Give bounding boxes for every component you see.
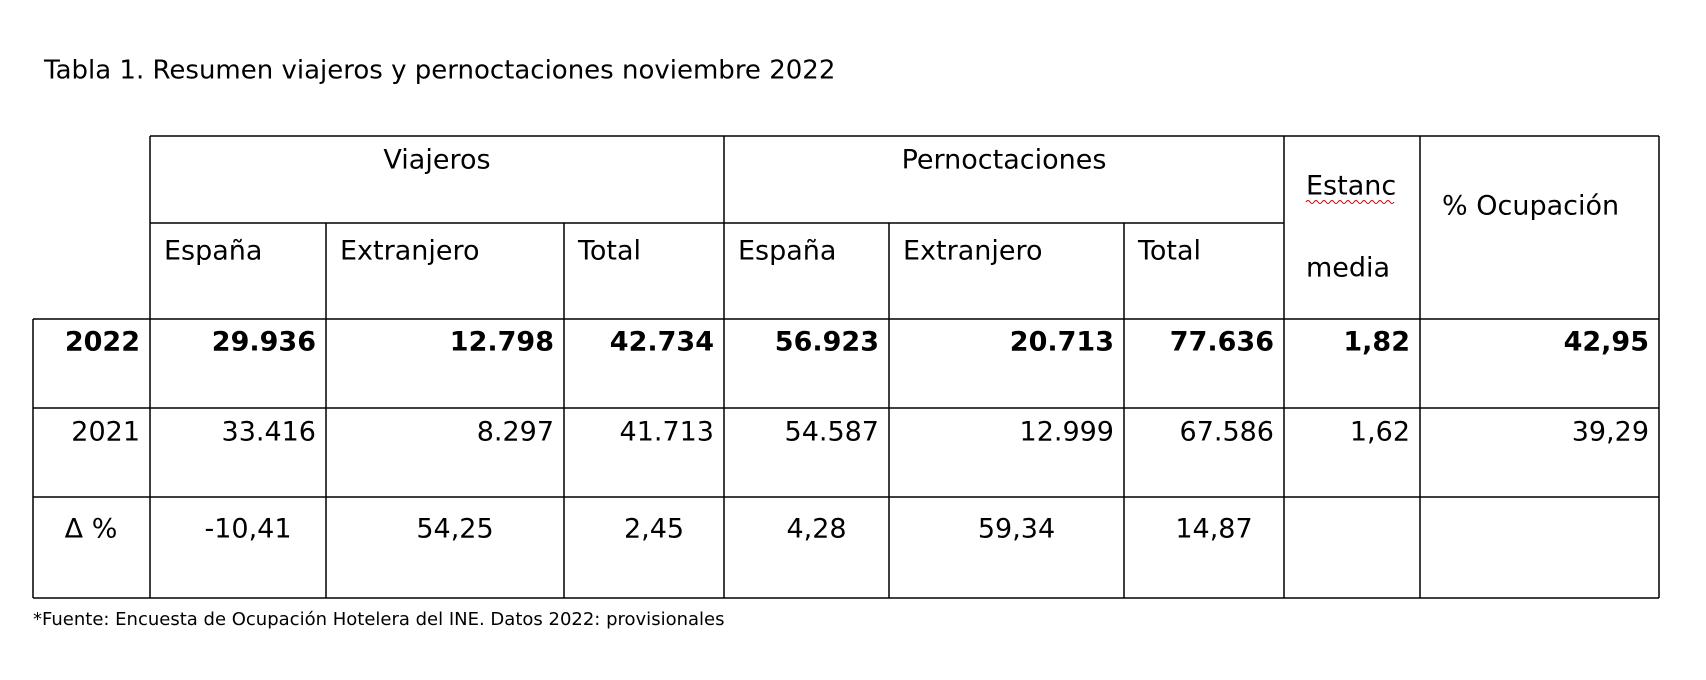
table-cell: 54.587 [785, 417, 879, 448]
table-cell: 14,87 [1175, 514, 1252, 545]
table-cell: 59,34 [978, 514, 1055, 545]
table-cell: -10,41 [204, 514, 291, 545]
table-cell: 67.586 [1180, 417, 1274, 448]
column-header: Total [1137, 236, 1201, 267]
group-header: Viajeros [383, 145, 490, 176]
column-header: Estanc [1306, 171, 1396, 202]
column-header: Total [577, 236, 641, 267]
table-cell: 39,29 [1572, 417, 1649, 448]
table-cell: 33.416 [222, 417, 316, 448]
table-cell: 1,82 [1343, 327, 1410, 358]
row-header: Δ % [65, 514, 118, 545]
table-cell: 12.999 [1020, 417, 1114, 448]
column-header: % Ocupación [1442, 191, 1619, 222]
table-cell: 20.713 [1010, 327, 1114, 358]
table-cell: 4,28 [786, 514, 846, 545]
table-cell: 29.936 [212, 327, 316, 358]
group-header: Pernoctaciones [902, 145, 1107, 176]
table-cell: 12.798 [450, 327, 554, 358]
table-cell: 2,45 [624, 514, 684, 545]
table-grid [32, 135, 1660, 599]
column-header: Extranjero [903, 236, 1043, 267]
table-cell: 56.923 [775, 327, 879, 358]
table-body: España Extranjero Total España Extranjero Tot… [65, 236, 1649, 545]
column-header: España [738, 236, 836, 267]
table-cell: 77.636 [1170, 327, 1274, 358]
column-header: media [1306, 253, 1390, 284]
table-title: Tabla 1. Resumen viajeros y pernoctacion… [43, 56, 835, 86]
table-cell: 54,25 [416, 514, 493, 545]
row-header: 2022 [65, 327, 140, 358]
table-cell: 1,62 [1350, 417, 1410, 448]
table-cell: 42,95 [1564, 327, 1649, 358]
column-header: España [164, 236, 262, 267]
table-cell: 42.734 [610, 327, 714, 358]
spell-underline [1305, 200, 1395, 204]
column-header: Extranjero [340, 236, 480, 267]
table-cell: 41.713 [620, 417, 714, 448]
footnote: *Fuente: Encuesta de Ocupación Hotelera … [33, 609, 724, 630]
table-cell: 8.297 [477, 417, 554, 448]
row-header: 2021 [71, 417, 140, 448]
